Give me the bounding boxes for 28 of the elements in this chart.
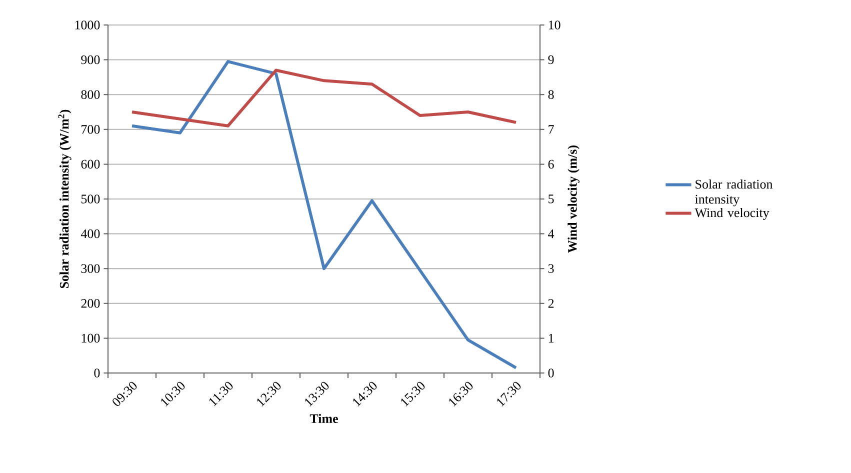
y2-tick-label: 4 <box>548 230 554 238</box>
y2-tick-label: 2 <box>548 299 554 308</box>
y2-tick-label: 5 <box>548 194 554 204</box>
y-tick-label: 500 <box>81 194 100 204</box>
y-tick-label: 0 <box>94 368 100 378</box>
y-tick-label: 400 <box>80 229 100 238</box>
y2-axis-title: Wind velocity (m/s) <box>568 146 580 253</box>
y2-tick-label: 9 <box>548 55 554 64</box>
y2-tick-label: 3 <box>548 264 554 273</box>
y2-tick-label: 0 <box>548 368 554 378</box>
legend-label: Solar radiation intensity <box>695 179 773 206</box>
y-tick-label: 300 <box>81 264 100 273</box>
line-series <box>130 60 518 370</box>
legend-label: Wind velocity <box>694 208 770 220</box>
y-tick-label: 800 <box>81 90 100 99</box>
y-tick-label: 1000 <box>75 20 100 30</box>
y-tick-label: 700 <box>82 125 100 134</box>
y2-tick-label: 1 <box>548 334 554 342</box>
y-tick-label: 100 <box>82 334 100 343</box>
x-axis-title: Time <box>310 414 338 424</box>
y-axis-title: Solar radiation intensity (W/m$^{2}$) <box>58 110 72 288</box>
y2-tick-label: 10 <box>548 20 560 30</box>
y-tick-label: 600 <box>81 160 100 169</box>
y2-tick-label: 8 <box>548 90 554 99</box>
y-tick-label: 200 <box>81 299 100 308</box>
y2-tick-label: 7 <box>548 125 554 134</box>
y-tick-label: 900 <box>81 55 100 64</box>
y2-tick-label: 6 <box>548 160 554 169</box>
